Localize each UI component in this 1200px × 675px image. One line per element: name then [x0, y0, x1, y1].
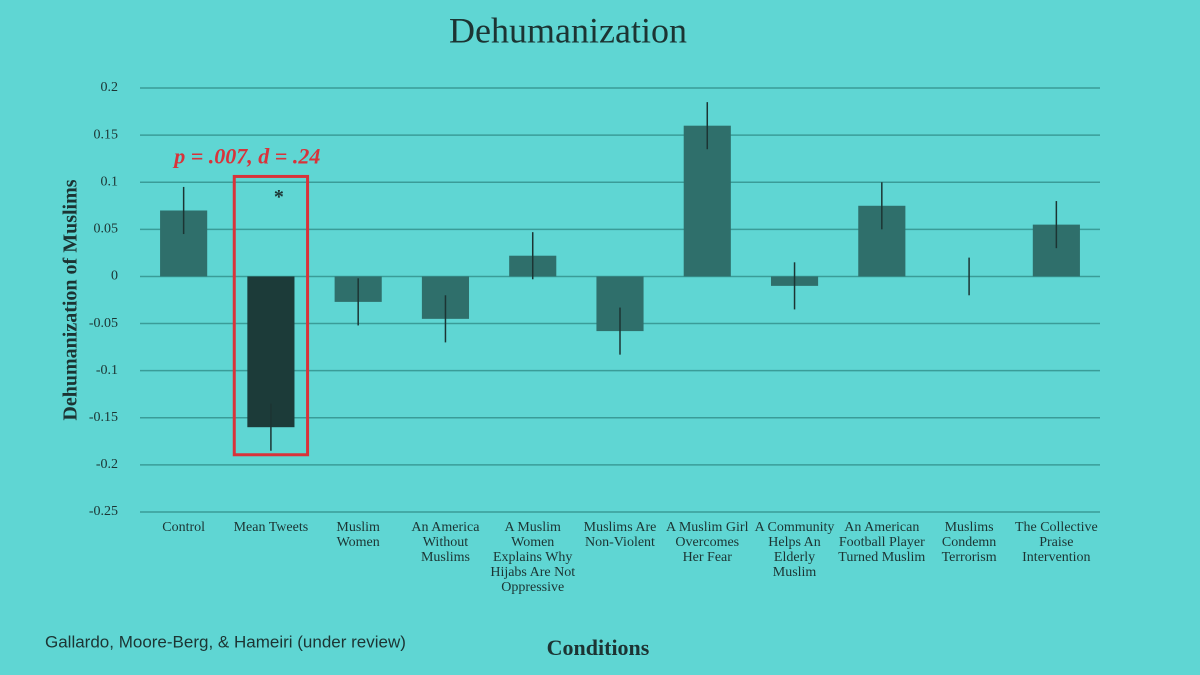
y-axis-label: Dehumanization of Muslims [60, 179, 82, 420]
x-tick-label: Control [162, 520, 206, 535]
bar [247, 276, 295, 428]
x-tick-label: Muslims Condemn Terrorism [941, 520, 997, 565]
x-tick-label-box: Control [162, 520, 206, 535]
x-tick-label-box: An American Football Player Turned Musli… [838, 520, 926, 565]
x-tick-label-box: Mean Tweets [233, 520, 309, 535]
y-tick-label: 0.15 [94, 127, 119, 142]
y-tick-label: 0.05 [94, 222, 119, 237]
y-tick-label: 0.2 [101, 80, 119, 95]
x-tick-label: Mean Tweets [233, 520, 309, 535]
x-tick-label-box: A Community Helps An Elderly Muslim [754, 520, 835, 580]
x-tick-label-box: The Collective Praise Intervention [1014, 520, 1098, 565]
chart-title: Dehumanization [449, 10, 687, 50]
highlight-box [232, 174, 310, 457]
x-tick-label: The Collective Praise Intervention [1014, 520, 1098, 565]
x-tick-label: Muslims Are Non-Violent [583, 520, 657, 550]
x-tick-label-box: Muslims Condemn Terrorism [941, 520, 997, 565]
x-tick-label-box: Muslim Women [336, 520, 380, 550]
y-tick-label: -0.2 [96, 457, 118, 472]
y-tick-label: 0 [111, 269, 118, 284]
x-tick-label: A Muslim Women Explains Why Hijabs Are N… [490, 520, 576, 595]
x-tick-label: Muslim Women [336, 520, 380, 550]
x-tick-label-box: A Muslim Girl Overcomes Her Fear [666, 520, 749, 565]
x-tick-label-box: A Muslim Women Explains Why Hijabs Are N… [490, 520, 576, 595]
bar [683, 125, 731, 277]
x-tick-label-box: An America Without Muslims [411, 520, 480, 565]
y-tick-label: 0.1 [101, 174, 119, 189]
y-tick-label: -0.1 [96, 363, 118, 378]
significance-marker: * [274, 186, 284, 208]
y-tick-label: -0.05 [89, 316, 118, 331]
source: Gallardo, Moore-Berg, & Hameiri (under r… [45, 632, 406, 651]
y-tick-label: -0.15 [89, 410, 118, 425]
y-tick-label: -0.25 [89, 504, 118, 519]
x-tick-label-box: Muslims Are Non-Violent [583, 520, 657, 550]
annotation: p = .007, d = .24 [172, 143, 320, 168]
x-tick-label: A Muslim Girl Overcomes Her Fear [666, 520, 749, 565]
x-tick-label: An America Without Muslims [411, 520, 480, 565]
x-axis-label: Conditions [547, 635, 650, 660]
x-tick-label: An American Football Player Turned Musli… [838, 520, 926, 565]
x-tick-label: A Community Helps An Elderly Muslim [754, 520, 835, 580]
